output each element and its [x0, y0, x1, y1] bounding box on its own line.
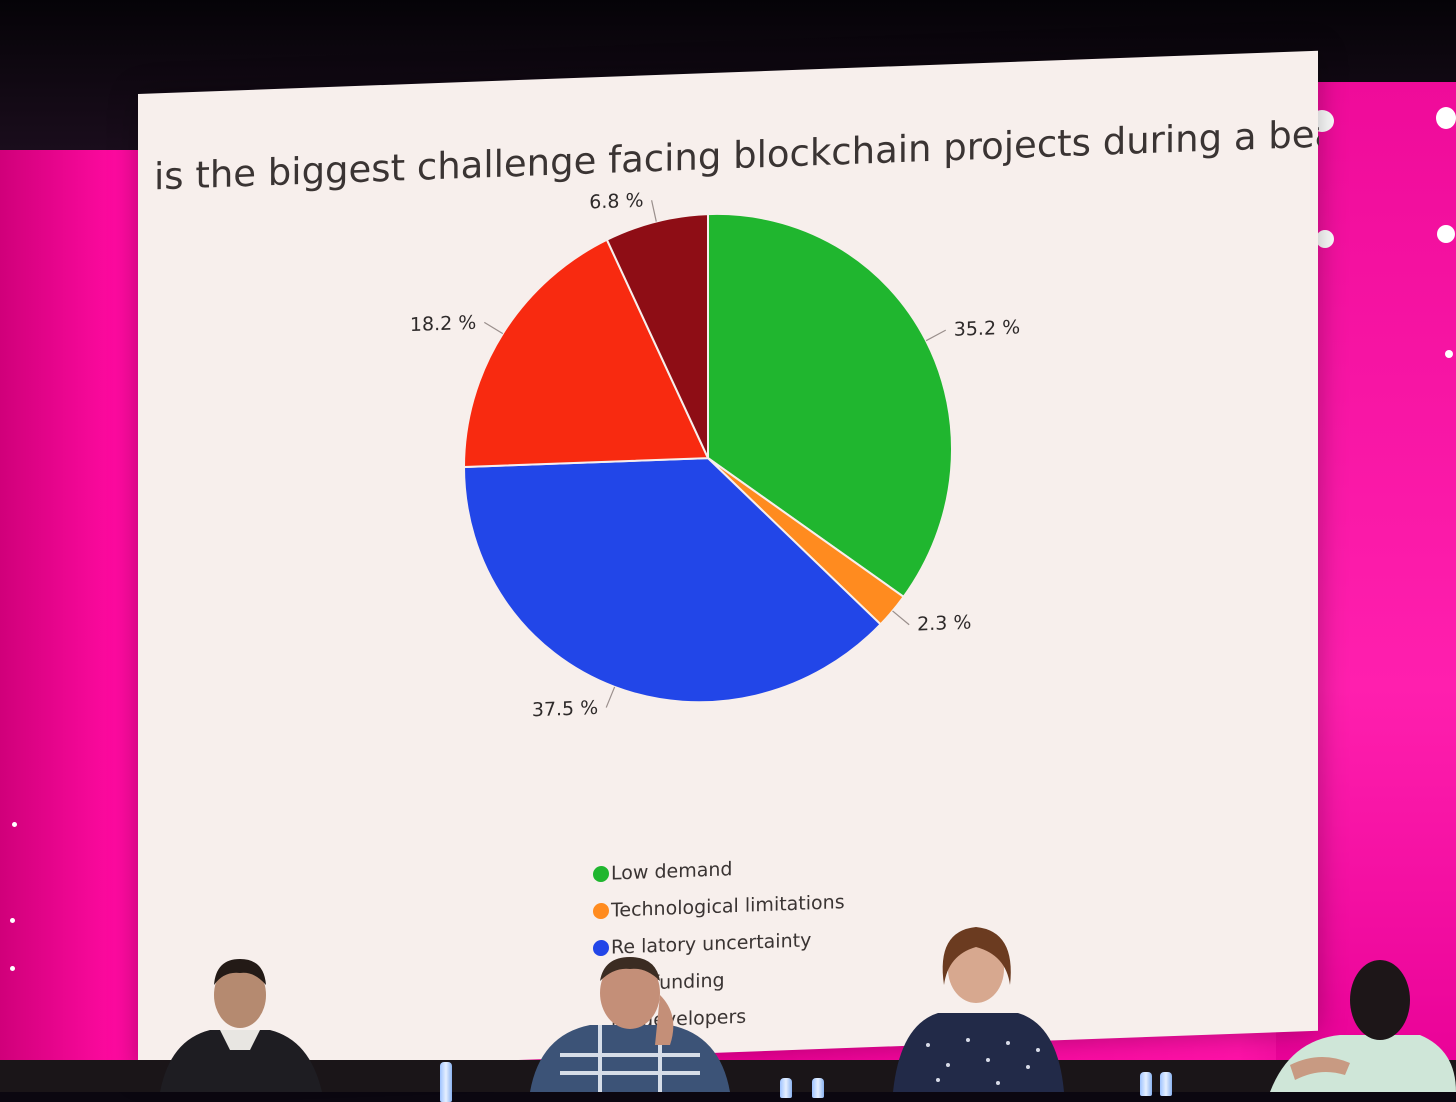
leader-line	[605, 686, 616, 708]
water-bottle	[1160, 1072, 1172, 1096]
led-dot	[12, 822, 17, 827]
leader-line	[483, 321, 504, 335]
projection-screen: is the biggest challenge facing blockcha…	[138, 50, 1319, 1074]
led-dot	[1316, 230, 1334, 248]
led-dot	[1445, 350, 1453, 358]
data-label: 2.3 %	[917, 611, 971, 635]
pie-slice	[605, 213, 709, 459]
panelist-right	[893, 927, 1064, 1092]
leader-line	[651, 200, 657, 222]
panelist-center	[530, 957, 730, 1092]
leader-line	[925, 329, 947, 342]
legend-label: Low demand	[611, 857, 733, 885]
pie-slice	[462, 457, 882, 704]
legend-swatch	[593, 902, 609, 919]
pie-chart: 35.2 % 2.3 % 37.5 % 18.2 % 6.8 %	[410, 190, 1020, 722]
leader-line	[892, 610, 910, 626]
data-label: 37.5 %	[532, 697, 598, 721]
water-bottle	[812, 1078, 824, 1098]
water-bottle	[780, 1078, 792, 1098]
led-dot	[10, 918, 15, 923]
led-dot	[10, 966, 15, 971]
legend-swatch	[593, 939, 609, 956]
water-bottle	[1140, 1072, 1152, 1096]
panelist-left	[160, 959, 322, 1092]
legend-label: Re latory uncertainty	[611, 928, 812, 959]
data-label: 35.2 %	[954, 316, 1020, 340]
legend-label: Technological limitations	[611, 890, 845, 922]
data-label: 6.8 %	[589, 190, 643, 214]
led-dot	[1436, 107, 1456, 129]
panelist-far-right	[1270, 960, 1456, 1092]
data-label: 18.2 %	[410, 312, 476, 336]
legend-swatch	[593, 865, 609, 882]
water-bottle	[440, 1062, 452, 1102]
led-dot	[1437, 225, 1455, 243]
